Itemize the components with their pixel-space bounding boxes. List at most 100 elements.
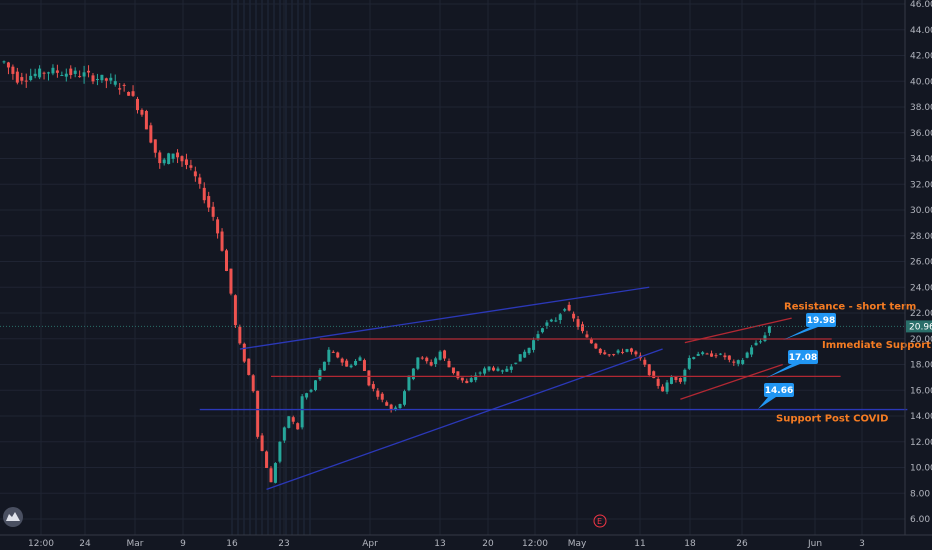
candle-body bbox=[692, 357, 696, 359]
tradingview-logo[interactable] bbox=[3, 507, 23, 527]
candle-body bbox=[763, 335, 767, 342]
candle-body bbox=[113, 81, 117, 85]
candle-body bbox=[100, 74, 104, 81]
candle-body bbox=[144, 110, 148, 130]
candle-body bbox=[291, 417, 295, 422]
x-tick-label: 3 bbox=[859, 539, 865, 549]
candle-body bbox=[474, 375, 478, 381]
candle-body bbox=[634, 351, 638, 355]
candle-body bbox=[349, 365, 353, 368]
price-axis[interactable]: 6.00 8.00 10.00 12.00 14.00 16.00 18.00 20.00 22… bbox=[904, 0, 932, 535]
candle-body bbox=[73, 70, 77, 74]
candle-body bbox=[153, 139, 157, 153]
candle-body bbox=[514, 362, 518, 364]
time-axis[interactable]: 12:00 24 Mar 9 16 23 Apr 13 20 12:00 May 11 18 26 Jun 3 bbox=[0, 534, 932, 549]
candle-body bbox=[438, 351, 442, 360]
candle-body bbox=[594, 343, 598, 349]
candle-body bbox=[260, 435, 264, 452]
candle-body bbox=[42, 72, 46, 74]
x-tick-label: 12:00 bbox=[522, 539, 548, 549]
candle-body bbox=[523, 351, 527, 358]
candle-body bbox=[69, 68, 73, 76]
candle-body bbox=[78, 76, 82, 78]
vertical-grid bbox=[40, 0, 863, 535]
candle-body bbox=[767, 326, 771, 333]
callout-box bbox=[806, 313, 836, 327]
candle-body bbox=[238, 326, 242, 344]
y-tick-label: 28.00 bbox=[910, 232, 932, 242]
candle-body bbox=[607, 354, 611, 356]
candle-body bbox=[394, 407, 398, 410]
candle-body bbox=[122, 84, 126, 86]
candle-body bbox=[741, 360, 745, 364]
last-price-label: 20.96 bbox=[909, 322, 932, 332]
candle-body bbox=[367, 370, 371, 386]
candle-body bbox=[233, 295, 237, 326]
candle-body bbox=[750, 347, 754, 355]
x-tick-label: 9 bbox=[180, 539, 186, 549]
trendlines bbox=[0, 286, 908, 491]
candle-body bbox=[220, 231, 224, 251]
x-tick-label: 16 bbox=[226, 539, 238, 549]
candle-body bbox=[180, 156, 184, 162]
candle-body bbox=[149, 125, 153, 143]
candle-body bbox=[131, 91, 135, 96]
candle-body bbox=[576, 319, 580, 327]
candle-body bbox=[20, 77, 24, 81]
candle-body bbox=[64, 73, 68, 77]
candle-body bbox=[104, 78, 108, 81]
candle-body bbox=[567, 304, 571, 311]
candle-body bbox=[581, 324, 584, 332]
candle-body bbox=[82, 72, 86, 77]
candle-body bbox=[705, 353, 709, 355]
candle-body bbox=[554, 320, 558, 322]
candle-body bbox=[358, 357, 362, 361]
candle-body bbox=[371, 384, 375, 389]
candle-body bbox=[429, 362, 433, 366]
candle-body bbox=[598, 348, 602, 354]
candle-body bbox=[616, 350, 620, 353]
x-tick-label: 18 bbox=[684, 539, 696, 549]
candle-body bbox=[184, 159, 188, 165]
candle-body bbox=[322, 361, 326, 371]
candle-body bbox=[15, 71, 19, 83]
callout-box bbox=[764, 383, 794, 397]
candle-body bbox=[572, 313, 576, 319]
y-tick-label: 30.00 bbox=[910, 206, 932, 216]
y-tick-label: 32.00 bbox=[910, 180, 932, 190]
candle-body bbox=[158, 152, 162, 164]
candle-body bbox=[687, 357, 691, 369]
candle-body bbox=[198, 177, 202, 184]
candle-body bbox=[683, 369, 687, 382]
callout-label: 19.98 bbox=[807, 316, 835, 326]
x-tick-label: Apr bbox=[362, 539, 378, 549]
candle-body bbox=[296, 423, 300, 430]
y-tick-label: 20.00 bbox=[910, 335, 932, 345]
price-callout: 14.66 bbox=[758, 383, 794, 409]
candle-body bbox=[207, 196, 211, 208]
candle-body bbox=[625, 349, 629, 352]
candle-body bbox=[696, 353, 700, 356]
candle-body bbox=[167, 153, 171, 164]
candlestick-series bbox=[2, 60, 771, 484]
candle-body bbox=[95, 79, 99, 81]
candle-body bbox=[425, 357, 429, 362]
candle-body bbox=[532, 340, 536, 350]
candle-body bbox=[732, 361, 736, 363]
event-marker[interactable]: E bbox=[593, 514, 607, 528]
candle-body bbox=[612, 354, 616, 356]
y-tick-label: 26.00 bbox=[910, 258, 932, 268]
y-tick-label: 38.00 bbox=[910, 103, 932, 113]
candle-body bbox=[536, 334, 540, 339]
candle-body bbox=[389, 404, 393, 410]
y-tick-label: 42.00 bbox=[910, 52, 932, 62]
candle-body bbox=[603, 352, 607, 355]
candle-body bbox=[385, 402, 389, 406]
candle-body bbox=[300, 396, 304, 428]
candle-body bbox=[242, 343, 246, 362]
candle-body bbox=[416, 357, 420, 369]
candle-body bbox=[678, 378, 682, 382]
candle-body bbox=[327, 349, 331, 362]
